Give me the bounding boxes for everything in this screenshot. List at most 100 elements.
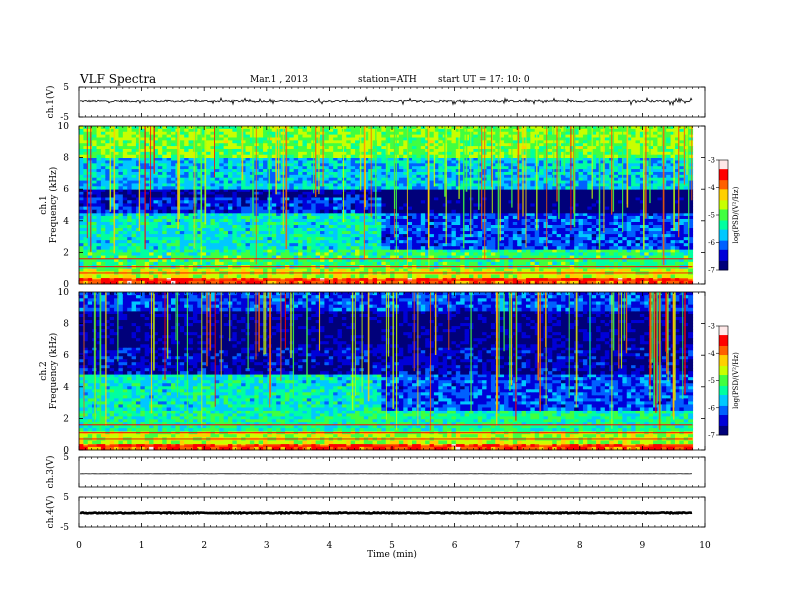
- spectrogram-cell: [258, 280, 264, 285]
- spectrogram-cell: [390, 234, 396, 238]
- spectrogram-cell: [525, 163, 531, 167]
- spectrogram-cell: [306, 163, 312, 167]
- spectrogram-cell: [398, 255, 404, 260]
- spectrogram-cell: [403, 203, 409, 207]
- spectrogram-cell: [499, 228, 505, 232]
- spectrogram-cell: [372, 237, 378, 241]
- spectrogram-cell: [412, 212, 418, 217]
- spectrogram-cell: [368, 212, 374, 217]
- spectrogram-cell: [447, 203, 453, 207]
- spectrogram-cell: [79, 255, 84, 260]
- spectrogram-cell: [210, 261, 216, 266]
- spectrogram-cell: [499, 212, 505, 217]
- spectrogram-cell: [442, 231, 448, 235]
- spectrogram-cell: [171, 197, 176, 201]
- spectrogram-cell: [311, 249, 317, 253]
- spectrogram-cell: [105, 252, 111, 256]
- spectrogram-cell: [596, 189, 602, 193]
- spectrogram-cell: [372, 255, 378, 260]
- spectrogram-cell: [539, 203, 545, 207]
- spectrogram-cell: [631, 280, 637, 285]
- spectrogram-cell: [604, 274, 610, 279]
- spectrogram-cell: [416, 268, 422, 272]
- spectrogram-cell: [398, 237, 404, 241]
- spectrogram-cell: [674, 228, 680, 232]
- spectrogram-cell: [214, 189, 220, 193]
- spectrogram-cell: [118, 163, 124, 167]
- spectrogram-cell: [666, 261, 672, 266]
- spectrogram-cell: [547, 200, 553, 204]
- spectrogram-cell: [622, 243, 628, 247]
- spectrogram-cell: [350, 209, 356, 214]
- spectrogram-cell: [263, 157, 269, 161]
- spectrogram-cell: [324, 243, 330, 247]
- spectrogram-cell: [245, 231, 251, 235]
- spectrogram-cell: [574, 249, 580, 253]
- spectrogram-cell: [464, 209, 470, 214]
- spectrogram-cell: [201, 246, 207, 250]
- spectrogram-cell: [644, 255, 650, 260]
- spectrogram-cell: [315, 203, 321, 207]
- spectrogram-cell: [232, 215, 238, 220]
- spectrogram-cell: [79, 252, 84, 256]
- spectrogram-cell: [666, 246, 672, 250]
- spectrogram-cell: [328, 228, 334, 232]
- spectrogram-cell: [131, 221, 137, 226]
- spectrogram-cell: [613, 228, 619, 232]
- spectrogram-cell: [582, 258, 588, 263]
- spectrogram-cell: [600, 252, 606, 256]
- spectrogram-cell: [596, 215, 602, 220]
- spectrogram-cell: [135, 197, 141, 201]
- spectrogram-cell: [320, 218, 325, 223]
- spectrogram-cell: [574, 255, 580, 260]
- spectrogram-cell: [355, 218, 361, 223]
- spectrogram-cell: [263, 215, 269, 220]
- spectrogram-cell: [688, 212, 694, 217]
- spectrogram-cell: [539, 255, 545, 260]
- spectrogram-cell: [258, 246, 264, 250]
- spectrogram-cell: [626, 234, 632, 238]
- spectrogram-cell: [486, 240, 492, 244]
- spectrogram-cell: [460, 194, 466, 198]
- spectrogram-cell: [460, 160, 466, 164]
- spectrogram-cell: [157, 212, 163, 217]
- spectrogram-cell: [469, 261, 474, 266]
- spectrogram-cell: [534, 255, 540, 260]
- spectrogram-cell: [306, 191, 312, 195]
- spectrogram-cell: [219, 246, 225, 250]
- spectrogram-cell: [320, 215, 325, 220]
- spectrogram-cell: [521, 261, 527, 266]
- spectrogram-cell: [617, 243, 623, 247]
- spectrogram-cell: [648, 252, 654, 256]
- spectrogram-cell: [525, 280, 531, 285]
- spectrogram-cell: [179, 209, 185, 214]
- spectrogram-cell: [298, 237, 304, 241]
- spectrogram-cell: [179, 249, 185, 253]
- spectrogram-cell: [394, 212, 400, 217]
- spectrogram-cell: [394, 189, 400, 193]
- spectrogram-cell: [302, 252, 308, 256]
- spectrogram-cell: [499, 200, 505, 204]
- spectrogram-cell: [420, 160, 426, 164]
- spectrogram-cell: [429, 221, 435, 226]
- spectrogram-cell: [328, 274, 334, 279]
- spectrogram-cell: [341, 215, 347, 220]
- spectrogram-cell: [525, 200, 531, 204]
- spectrogram-cell: [416, 212, 422, 217]
- spectrogram-cell: [328, 252, 334, 256]
- spectrogram-cell: [688, 206, 694, 211]
- spectrogram-cell: [258, 200, 264, 204]
- spectrogram-cell: [486, 261, 492, 266]
- spectrogram-cell: [153, 258, 159, 263]
- spectrogram-cell: [306, 209, 312, 214]
- spectrogram-cell: [302, 255, 308, 260]
- spectrogram-cell: [372, 228, 378, 232]
- spectrogram-cell: [87, 203, 93, 207]
- spectrogram-cell: [486, 157, 492, 161]
- spectrogram-cell: [512, 191, 518, 195]
- spectrogram-cell: [639, 240, 645, 244]
- spectrogram-cell: [206, 255, 212, 260]
- spectrogram-cell: [569, 261, 575, 266]
- spectrogram-cell: [653, 240, 659, 244]
- spectrogram-cell: [648, 258, 654, 263]
